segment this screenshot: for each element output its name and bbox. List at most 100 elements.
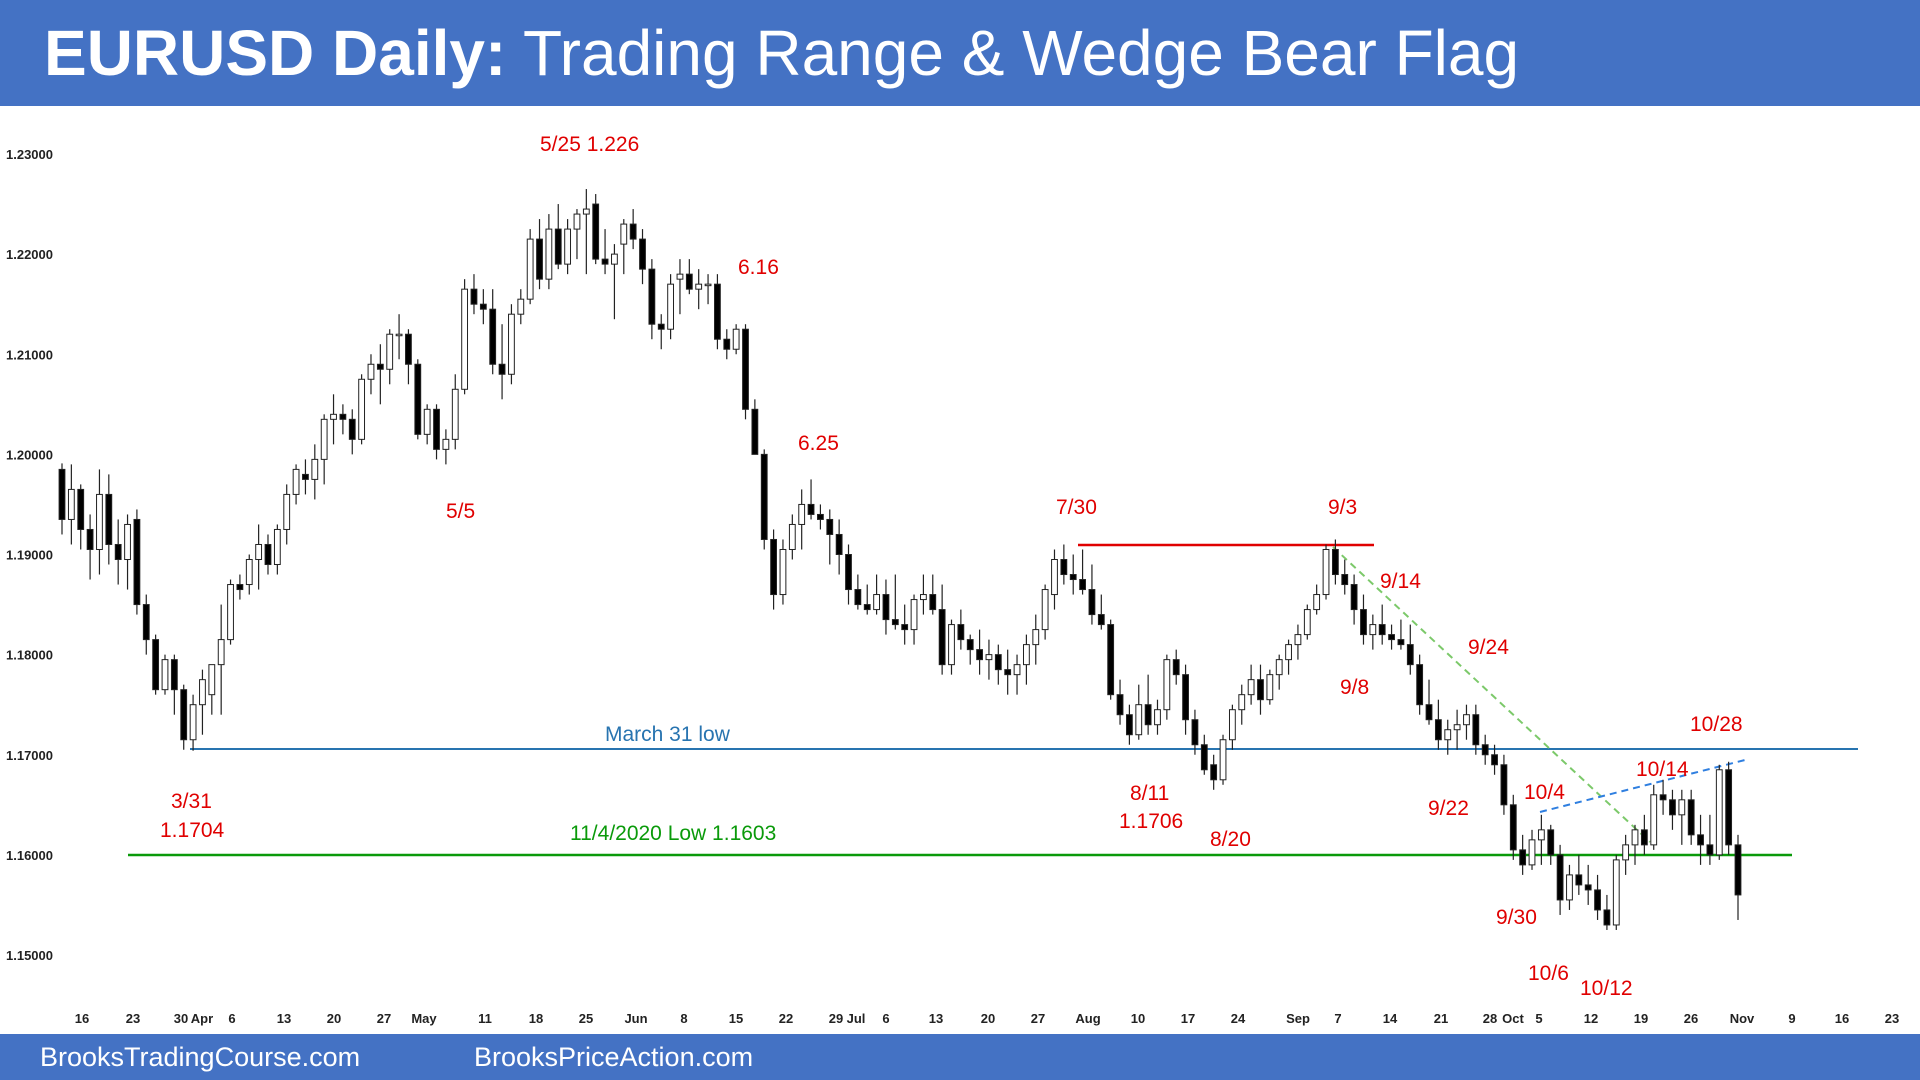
x-tick-label: 23 <box>1885 1011 1899 1026</box>
candle-body-bear <box>339 413 347 420</box>
x-tick-label: 23 <box>126 1011 140 1026</box>
x-tick-label: 28 <box>1483 1011 1497 1026</box>
y-axis: 1.15000 1.16000 1.17000 1.18000 1.19000 1.200… <box>6 147 53 963</box>
x-tick-label: Jul <box>847 1011 866 1026</box>
candle <box>976 629 983 675</box>
candle-body-bull <box>189 704 197 741</box>
candle-body-bull <box>227 584 234 641</box>
candle <box>1285 639 1292 675</box>
footer-right-link[interactable]: BrooksPriceAction.com <box>474 1042 754 1072</box>
candle-body-bear <box>1500 764 1508 806</box>
candle-body-bull <box>1715 769 1723 856</box>
candle-body-bull <box>1650 794 1658 846</box>
candle-body-bull <box>1022 644 1030 666</box>
annotation-5-5: 5/5 <box>446 500 475 523</box>
x-tick-label: 30 <box>174 1011 188 1026</box>
candle <box>1678 789 1686 845</box>
candle <box>489 289 497 375</box>
candle-body-bear <box>1669 799 1676 816</box>
candle <box>1275 654 1283 690</box>
x-tick-label: 6 <box>228 1011 235 1026</box>
candle-body-bull <box>1032 629 1040 646</box>
x-tick-label: Sep <box>1286 1011 1310 1026</box>
x-tick-label: 27 <box>377 1011 391 1026</box>
candle <box>1715 764 1723 860</box>
candle <box>1116 679 1124 725</box>
candle <box>704 274 712 305</box>
candle-body-bear <box>1069 574 1077 581</box>
x-tick-label: Apr <box>191 1011 213 1026</box>
candle <box>788 514 796 560</box>
candle <box>77 484 85 550</box>
y-tick-label: 1.16000 <box>6 848 53 863</box>
candle <box>554 204 562 270</box>
candle-body-bull <box>1051 559 1058 596</box>
candle-body-bear <box>170 659 178 691</box>
candle <box>629 209 637 250</box>
x-tick-label: 14 <box>1383 1011 1398 1026</box>
candle <box>245 554 253 595</box>
x-tick-label: 10 <box>1131 1011 1145 1026</box>
candle-body-bear <box>105 493 113 545</box>
candle-body-bear <box>236 584 244 591</box>
annotation-3-31: 3/31 <box>171 790 212 813</box>
candle <box>451 374 459 450</box>
candle-body-bear <box>863 604 871 611</box>
candle-body-bull <box>330 413 337 420</box>
y-tick-label: 1.15000 <box>6 948 53 963</box>
candle <box>423 404 431 445</box>
x-tick-label: 18 <box>529 1011 543 1026</box>
candle-body-bull <box>1163 659 1171 711</box>
candle-body-bear <box>405 333 412 365</box>
y-tick-label: 1.22000 <box>6 247 53 262</box>
candle <box>573 209 581 260</box>
candle-body-bull <box>292 468 300 495</box>
candle-body-bear <box>264 543 272 566</box>
candle <box>985 639 993 680</box>
candle-body-bear <box>1556 854 1564 901</box>
candle-body-bear <box>1088 589 1096 616</box>
candle-body-bear <box>854 589 862 606</box>
candle <box>891 574 899 630</box>
candle <box>1228 704 1236 750</box>
candle-body-bull <box>1154 709 1161 726</box>
candle <box>714 274 721 350</box>
candle-body-bear <box>592 203 600 260</box>
candle <box>611 244 618 320</box>
candle <box>779 539 787 605</box>
candle-body-bear <box>1341 574 1349 586</box>
title-bold: EURUSD Daily: <box>44 17 507 89</box>
candle-body-bull <box>704 283 712 287</box>
candle <box>1706 814 1714 865</box>
candle <box>1584 864 1592 905</box>
candle <box>863 584 871 615</box>
candle <box>1182 664 1189 735</box>
x-axis: 16 23 30 Apr 6 13 20 27 May 11 18 25 Jun 8 15 22 29 Jul 6 1… <box>75 1011 1899 1026</box>
candle-body-bear <box>1060 559 1068 576</box>
annotation-6-25: 6.25 <box>798 432 839 455</box>
candle <box>592 194 600 265</box>
candle-body-bear <box>58 468 66 520</box>
footer-left-link[interactable]: BrooksTradingCourse.com <box>40 1042 361 1072</box>
candle-body-bear <box>1350 584 1358 611</box>
x-tick-label: 25 <box>579 1011 593 1026</box>
candle <box>545 214 553 290</box>
annotation-8-20: 8/20 <box>1210 828 1251 851</box>
x-tick-label: Oct <box>1502 1011 1524 1026</box>
candle <box>1022 634 1030 685</box>
candle-body-bear <box>1200 744 1208 771</box>
candle-body-bull <box>1266 674 1274 701</box>
candle <box>760 449 768 550</box>
candle-body-bear <box>77 488 85 530</box>
candle-body-bull <box>208 664 216 696</box>
x-tick-label: Jun <box>624 1011 647 1026</box>
candle-body-bull <box>67 488 75 520</box>
candle-body-bull <box>320 418 328 460</box>
candle <box>152 634 160 695</box>
candle-body-bull <box>564 228 572 265</box>
candle <box>910 594 918 645</box>
candle-body-bear <box>976 649 983 661</box>
candle-body-bull <box>910 599 918 631</box>
candle-body-bull <box>1135 704 1143 736</box>
candle <box>264 534 272 575</box>
